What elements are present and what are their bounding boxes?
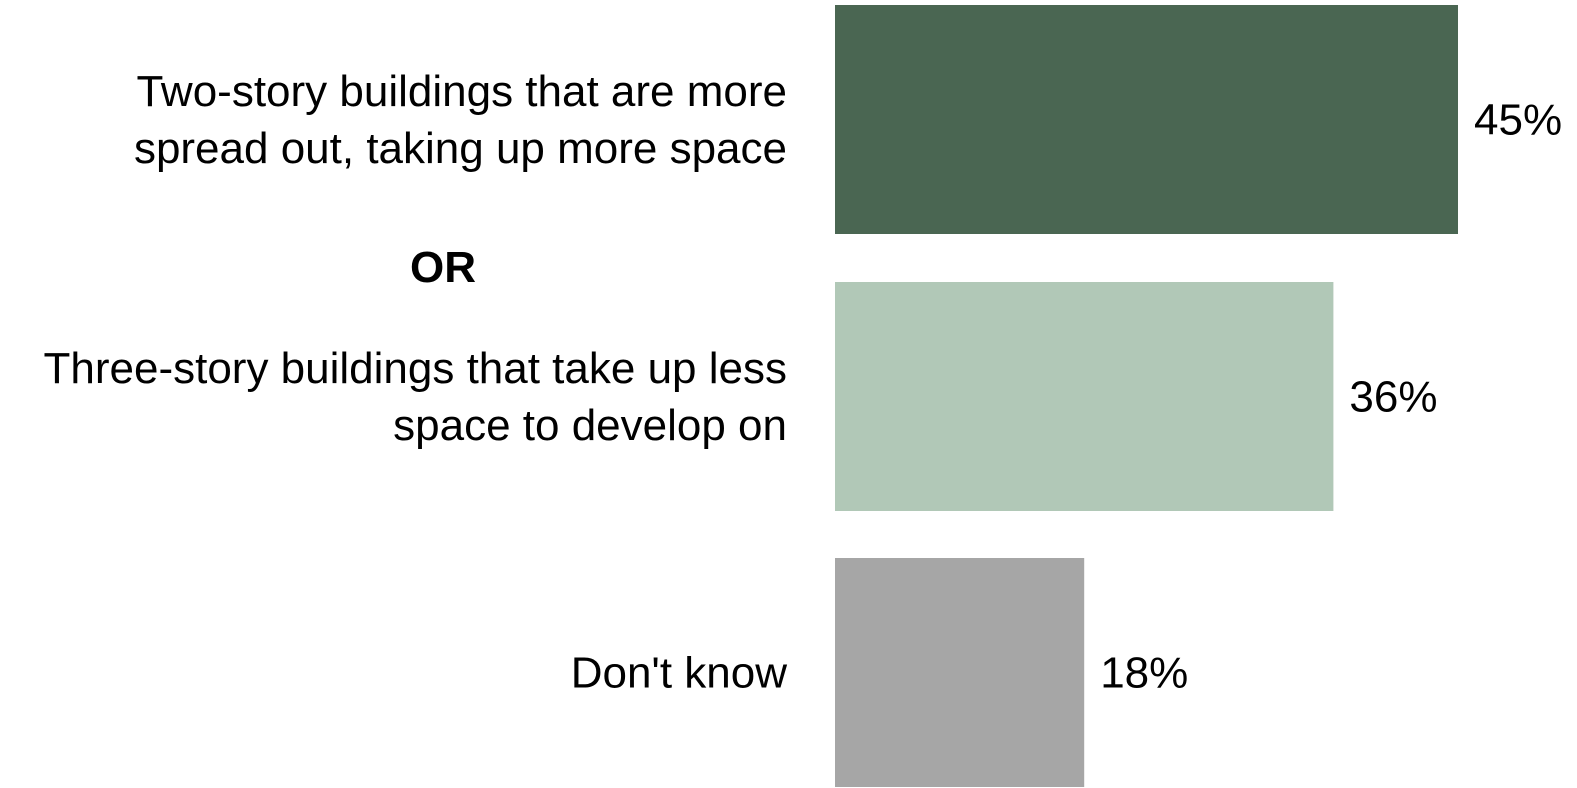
value-label-2: 36% [1349,373,1437,422]
category-label-line: Three-story buildings that take up less [44,344,788,393]
category-label-2: Three-story buildings that take up less s… [44,344,788,450]
category-label-line: spread out, taking up more space [134,124,787,173]
separator-or-label: OR [410,243,476,292]
value-labels: 45% 36% 18% [1100,96,1562,698]
bars [835,5,1458,787]
bar-1 [835,5,1458,234]
category-label-line: Don't know [571,649,788,698]
category-label-line: Two-story buildings that are more [136,67,787,116]
category-labels: Two-story buildings that are more spread … [44,67,788,698]
bar-3 [835,558,1085,787]
bar-2 [835,282,1334,511]
value-label-3: 18% [1100,649,1188,698]
value-label-1: 45% [1474,96,1562,145]
category-label-line: space to develop on [393,401,787,450]
category-label-1: Two-story buildings that are more spread … [134,67,787,173]
category-label-3: Don't know [571,649,788,698]
